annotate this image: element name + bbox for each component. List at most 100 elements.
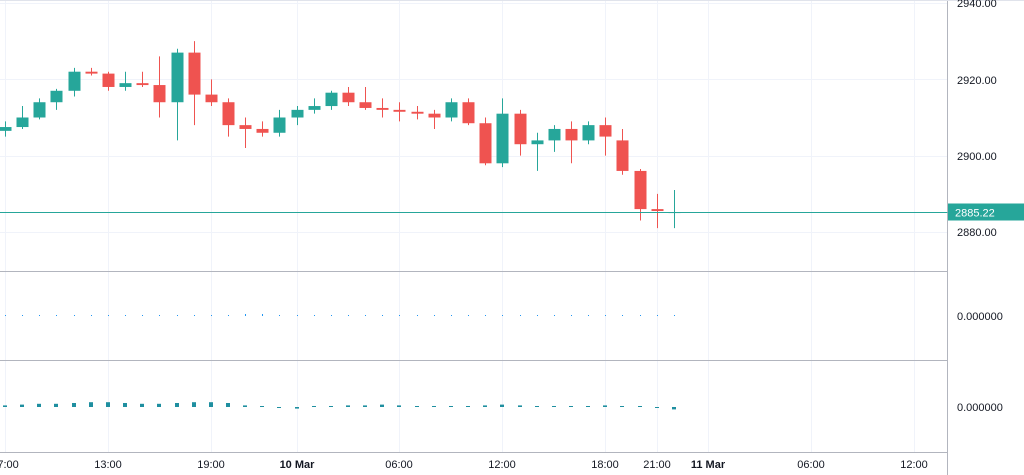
candle-body xyxy=(136,83,149,86)
candles[interactable] xyxy=(0,41,681,229)
candle-body xyxy=(411,111,424,114)
indicator-2-bar xyxy=(277,407,281,408)
indicator-2-bar xyxy=(54,403,58,407)
candle-body xyxy=(119,83,132,87)
candle[interactable] xyxy=(342,86,355,107)
candle[interactable] xyxy=(411,106,424,120)
time-tick-label: 07:00 xyxy=(0,459,19,471)
candle[interactable] xyxy=(393,102,406,122)
candle[interactable] xyxy=(651,193,664,229)
candle-body xyxy=(376,107,389,110)
candle-body xyxy=(68,71,81,91)
candle[interactable] xyxy=(16,106,29,129)
candle[interactable] xyxy=(428,109,441,129)
candle[interactable] xyxy=(188,41,201,126)
candle[interactable] xyxy=(308,98,321,114)
candle[interactable] xyxy=(462,98,475,126)
candle[interactable] xyxy=(239,117,252,149)
candle[interactable] xyxy=(599,117,612,156)
candle[interactable] xyxy=(50,88,63,110)
candle-body xyxy=(291,109,304,118)
indicator-2-bar xyxy=(620,406,624,407)
indicator-2-bar xyxy=(397,405,401,407)
indicator-2-bar xyxy=(157,403,161,407)
candle[interactable] xyxy=(496,98,509,168)
candle[interactable] xyxy=(171,48,184,141)
indicator-1-bar xyxy=(605,315,606,316)
indicator-axis[interactable]: 0.000000 0.000000 xyxy=(957,311,1003,414)
indicator-1-bar xyxy=(279,315,280,316)
candle[interactable] xyxy=(256,121,269,137)
time-tick-label: 10 Mar xyxy=(280,459,316,471)
candle[interactable] xyxy=(376,98,389,118)
indicator-1-bar xyxy=(365,315,366,316)
candle[interactable] xyxy=(102,71,115,91)
indicator-1-bar xyxy=(245,314,246,316)
candle[interactable] xyxy=(0,121,12,137)
time-tick-label: 13:00 xyxy=(94,459,122,471)
indicator-1-bar xyxy=(640,315,641,316)
indicator-2-bar xyxy=(175,403,179,407)
candle[interactable] xyxy=(479,117,492,166)
indicator-1-bar xyxy=(159,315,160,316)
indicator-2-bar xyxy=(466,406,470,407)
time-axis[interactable]: 07:00 13:00 19:00 10 Mar 06:00 12:00 18:00 21:0… xyxy=(0,459,928,471)
candle[interactable] xyxy=(325,90,338,110)
last-price-label: 2885.22 xyxy=(955,208,995,220)
candle[interactable] xyxy=(634,169,647,221)
candle[interactable] xyxy=(445,98,458,122)
indicator-1-bar xyxy=(382,315,383,316)
indicator-1-bar xyxy=(228,315,229,316)
candle-body xyxy=(33,102,46,118)
last-price-marker: 2885.22 xyxy=(0,203,1024,221)
indicator-1-bar xyxy=(502,315,503,316)
candle[interactable] xyxy=(273,109,286,137)
candle[interactable] xyxy=(531,132,544,171)
indicator-2-bar xyxy=(260,406,264,407)
candle-body xyxy=(50,90,63,103)
candle-body xyxy=(428,113,441,118)
candle[interactable] xyxy=(68,67,81,97)
indicator-1-bar xyxy=(74,315,75,316)
candle-body xyxy=(273,117,286,133)
candle[interactable] xyxy=(291,106,304,126)
indicator-1-bar xyxy=(485,315,486,316)
indicator-panel-1 xyxy=(5,314,675,316)
candle-body xyxy=(342,92,355,103)
price-axis[interactable]: 2940.00 2920.00 2900.00 2880.00 xyxy=(957,0,997,239)
indicator-1-bar xyxy=(91,315,92,316)
indicator-1-bar xyxy=(468,315,469,316)
indicator-2-bar xyxy=(552,406,556,407)
indicator-1-bar xyxy=(657,315,658,316)
indicator-2-bar xyxy=(603,405,607,407)
candle[interactable] xyxy=(119,71,132,91)
indicator-2-bar xyxy=(586,406,590,407)
candle-body xyxy=(85,71,98,74)
indicator-2-bar xyxy=(432,406,436,407)
candle[interactable] xyxy=(222,98,235,137)
candle[interactable] xyxy=(205,79,218,107)
indicator-2-bar xyxy=(106,402,110,407)
candle[interactable] xyxy=(548,125,561,152)
candle[interactable] xyxy=(153,56,166,118)
candle-body xyxy=(256,128,269,133)
time-tick-label: 12:00 xyxy=(488,459,516,471)
indicator-1-bar xyxy=(22,315,23,316)
candle[interactable] xyxy=(85,67,98,76)
indicator-2-bar xyxy=(500,404,504,407)
candle-body xyxy=(496,113,509,164)
candle[interactable] xyxy=(359,86,372,110)
candle[interactable] xyxy=(616,128,629,175)
candle-body xyxy=(359,102,372,108)
candle[interactable] xyxy=(136,71,149,87)
candle[interactable] xyxy=(582,121,595,145)
candle-body xyxy=(205,94,218,103)
candle[interactable] xyxy=(565,121,578,164)
price-tick-label: 2940.00 xyxy=(957,0,997,10)
candle[interactable] xyxy=(514,109,527,156)
indicator-2-bar xyxy=(569,406,573,407)
candle[interactable] xyxy=(33,98,46,120)
candle-body xyxy=(582,125,595,141)
candle[interactable] xyxy=(668,190,681,229)
